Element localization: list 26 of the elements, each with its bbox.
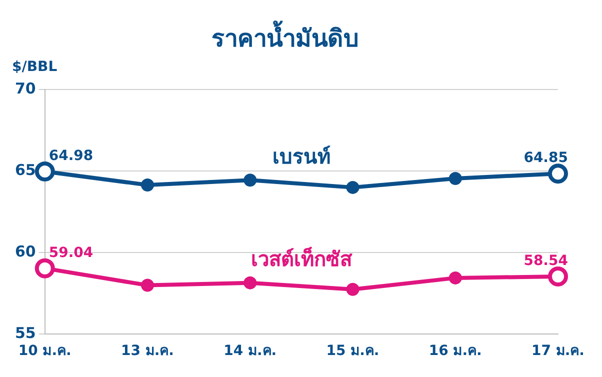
y-tick-label: 70 xyxy=(15,79,36,98)
point xyxy=(244,174,257,187)
x-tick-label: 16 ม.ค. xyxy=(428,343,482,360)
point xyxy=(346,180,360,194)
point xyxy=(141,278,154,292)
chart-title: ราคาน้ำมันดิบ xyxy=(212,20,358,53)
data-label: 58.54 xyxy=(524,253,568,270)
data-label: 59.04 xyxy=(48,244,94,261)
series-label: เวสต์เท็กซัส xyxy=(250,246,353,272)
point xyxy=(448,271,462,284)
point xyxy=(244,276,257,290)
point xyxy=(448,172,462,185)
point xyxy=(346,282,360,296)
x-tick-label: 15 ม.ค. xyxy=(326,343,380,360)
data-label: 64.98 xyxy=(48,148,94,164)
x-tick-label: 10 ม.ค. xyxy=(18,343,72,360)
series-label: เบรนท์ xyxy=(272,144,330,168)
x-tick-label: 14 ม.ค. xyxy=(224,343,277,360)
data-label: 64.85 xyxy=(524,150,568,166)
y-tick-label: 60 xyxy=(15,242,36,261)
y-tick-label: 55 xyxy=(15,324,36,342)
y-tick-label: 65 xyxy=(15,161,36,180)
x-tick-label: 13 ม.ค. xyxy=(121,343,174,360)
y-axis-title: $/BBL xyxy=(12,58,58,75)
x-tick-label: 17 ม.ค. xyxy=(532,343,584,360)
point xyxy=(141,178,154,192)
